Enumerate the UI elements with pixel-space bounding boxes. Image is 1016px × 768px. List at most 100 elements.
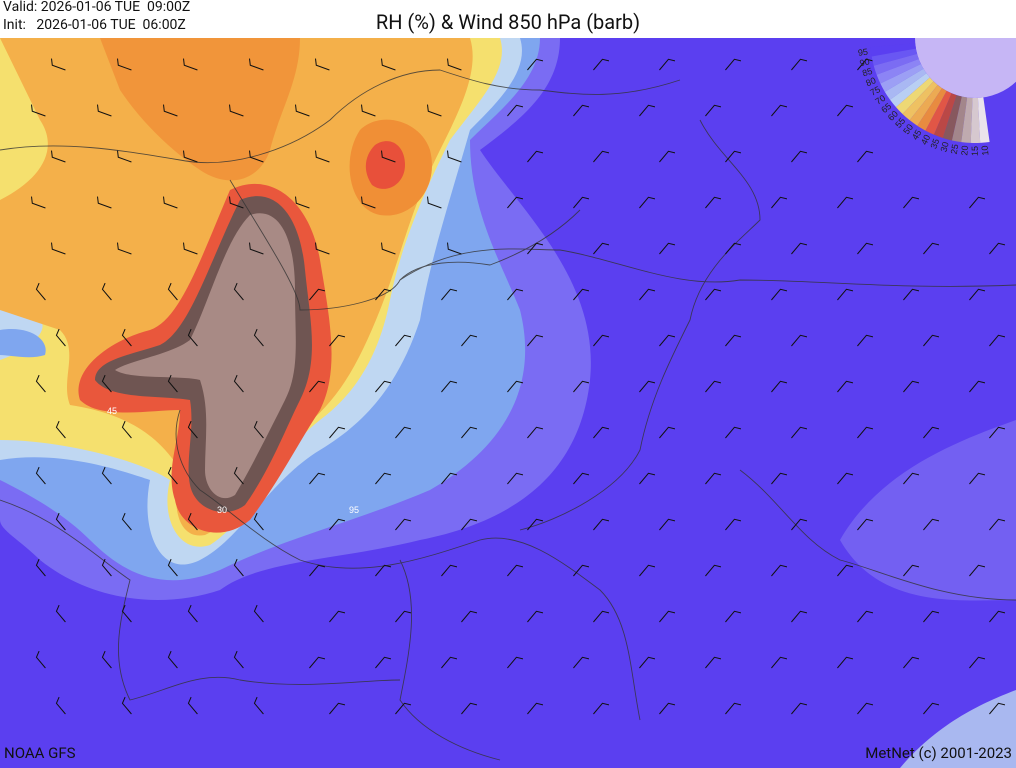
init-time: 2026-01-06 TUE 06:00Z (36, 17, 186, 33)
wind-barb (791, 518, 808, 531)
barb-shaft (837, 104, 854, 117)
barb-shaft (309, 472, 326, 485)
barb-shaft (229, 196, 244, 209)
wind-barb (527, 58, 544, 71)
wind-barb (375, 288, 392, 301)
barb-shaft (461, 702, 478, 715)
wind-barb (771, 104, 788, 117)
wind-barb (837, 380, 854, 393)
barb-shaft (361, 196, 376, 209)
wind-barb (857, 150, 874, 163)
barb-shaft (593, 702, 610, 715)
wind-barb (659, 334, 676, 347)
wind-barb (969, 564, 986, 577)
wind-barb (253, 604, 264, 623)
legend-swatch (876, 59, 921, 84)
legend-swatch (977, 97, 990, 143)
legend-swatch (925, 90, 952, 135)
wind-barb (923, 426, 940, 439)
legend-label: 60 (886, 109, 900, 123)
barb-shaft (969, 656, 986, 669)
legend-label: 45 (910, 128, 924, 142)
wind-barb (593, 150, 610, 163)
legend-swatch (870, 43, 916, 57)
barb-shaft (375, 656, 392, 669)
barb-shaft (375, 380, 392, 393)
wind-barb (461, 610, 478, 623)
wind-barb (857, 58, 874, 71)
wind-barb (183, 150, 198, 163)
valid-label: Valid: (3, 0, 38, 15)
barb-shaft (527, 610, 544, 623)
barb-shaft (903, 288, 920, 301)
barb-shaft (837, 564, 854, 577)
wind-barb (121, 512, 132, 531)
wind-barb (249, 150, 264, 163)
barb-shaft (187, 696, 198, 715)
wind-barb (725, 150, 742, 163)
legend-label: 50 (901, 122, 915, 136)
wind-barb (791, 702, 808, 715)
wind-barb (573, 104, 590, 117)
wind-barb (593, 426, 610, 439)
barb-shaft (381, 242, 396, 255)
wind-barb (381, 58, 396, 71)
wind-barb (639, 104, 656, 117)
barb-shaft (329, 426, 346, 439)
barb-shaft (447, 242, 462, 255)
barb-shaft (527, 58, 544, 71)
barb-shaft (395, 518, 412, 531)
rh-area (365, 141, 405, 189)
wind-barb (253, 328, 264, 347)
wind-barb (233, 558, 244, 577)
wind-barb (121, 420, 132, 439)
barb-shaft (361, 104, 376, 117)
barb-shaft (233, 466, 244, 485)
legend-swatch (970, 97, 981, 144)
wind-barb (857, 518, 874, 531)
wind-barb (395, 610, 412, 623)
barb-shaft (989, 426, 1006, 439)
barb-shaft (55, 328, 66, 347)
wind-barb (725, 426, 742, 439)
barb-shaft (573, 564, 590, 577)
wind-barb (837, 472, 854, 485)
wind-barb (705, 288, 722, 301)
barb-shaft (639, 472, 656, 485)
barb-shaft (395, 334, 412, 347)
legend-swatch (871, 48, 918, 66)
wind-barb (329, 610, 346, 623)
barb-shaft (167, 466, 178, 485)
barb-shaft (639, 380, 656, 393)
barb-shaft (659, 610, 676, 623)
wind-barb (309, 472, 326, 485)
wind-barb (771, 288, 788, 301)
legend-swatch (895, 77, 934, 114)
legend-label: 30 (939, 141, 951, 153)
wind-barb (857, 702, 874, 715)
barb-shaft (857, 426, 874, 439)
wind-barb (527, 702, 544, 715)
wind-barb (791, 610, 808, 623)
barb-shaft (857, 518, 874, 531)
wind-barb (639, 288, 656, 301)
wind-barb (593, 334, 610, 347)
barb-shaft (573, 656, 590, 669)
barb-shaft (507, 564, 524, 577)
wind-barb (381, 150, 396, 163)
wind-barb (329, 702, 346, 715)
barb-shaft (857, 610, 874, 623)
legend-swatch (880, 63, 924, 92)
barb-shaft (725, 610, 742, 623)
wind-barb (725, 242, 742, 255)
wind-barb (639, 380, 656, 393)
wind-barb (903, 472, 920, 485)
legend-label: 25 (949, 143, 961, 155)
wind-barb (989, 518, 1006, 531)
wind-barb (507, 196, 524, 209)
wind-barb (31, 196, 46, 209)
barb-shaft (725, 150, 742, 163)
wind-barb (183, 242, 198, 255)
barb-shaft (857, 150, 874, 163)
wind-barb (447, 150, 462, 163)
